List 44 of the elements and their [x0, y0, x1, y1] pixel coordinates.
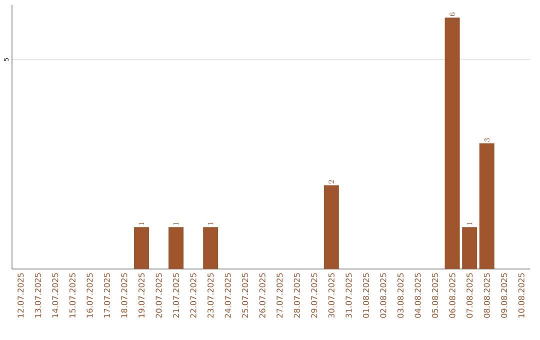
- x-tick-label: 06.08.2025: [449, 273, 456, 318]
- x-tick-label: 02.08.2025: [380, 273, 386, 318]
- x-tick-label: 07.08.2025: [466, 273, 473, 318]
- x-tick-label: 30.07.2025: [328, 273, 334, 318]
- x-tick-label: 29.07.2025: [311, 273, 318, 318]
- data-label: 1: [173, 222, 179, 226]
- x-tick-label: 08.08.2025: [484, 273, 490, 318]
- x-tick-label: 10.08.2025: [518, 273, 524, 318]
- bar: [444, 18, 460, 269]
- data-label: 1: [208, 222, 214, 226]
- x-tick-label: 05.08.2025: [432, 273, 438, 318]
- x-tick-label: 18.07.2025: [121, 273, 128, 318]
- x-tick-label: 04.08.2025: [414, 273, 421, 318]
- x-tick-label: 21.07.2025: [173, 273, 180, 318]
- x-tick-label: 31.07.2025: [346, 273, 352, 318]
- x-tick-label: 20.07.2025: [156, 273, 162, 318]
- x-tick-label: 15.07.2025: [69, 273, 76, 318]
- x-tick-label: 14.07.2025: [52, 273, 58, 318]
- bar: [479, 143, 494, 269]
- x-tick-label: 24.07.2025: [224, 273, 231, 318]
- x-tick-label: 19.07.2025: [138, 273, 145, 318]
- x-tick-label: 25.07.2025: [242, 273, 248, 318]
- x-tick-label: 09.08.2025: [501, 273, 508, 318]
- x-tick-label: 27.07.2025: [276, 273, 283, 318]
- bar: [203, 227, 218, 269]
- bar: [324, 185, 339, 269]
- data-label: 1: [138, 222, 144, 226]
- x-tick-label: 01.08.2025: [362, 273, 369, 318]
- x-tick-label: 13.07.2025: [34, 273, 41, 318]
- x-tick-label: 26.07.2025: [259, 273, 266, 318]
- x-tick-label: 22.07.2025: [190, 273, 196, 318]
- data-label: 3: [484, 138, 490, 142]
- x-tick-label: 16.07.2025: [86, 273, 93, 318]
- x-tick-label: 12.07.2025: [18, 273, 24, 318]
- bar: [168, 227, 184, 269]
- data-label: 2: [328, 180, 334, 184]
- x-tick-label: 03.08.2025: [397, 273, 404, 318]
- x-tick-label: 17.07.2025: [104, 273, 110, 318]
- data-label: 1: [466, 222, 472, 226]
- bar: [134, 227, 150, 269]
- bar: [462, 227, 478, 269]
- data-label: 6: [450, 12, 456, 16]
- x-tick-label: 23.07.2025: [208, 273, 214, 318]
- x-tick-label: 28.07.2025: [294, 273, 300, 318]
